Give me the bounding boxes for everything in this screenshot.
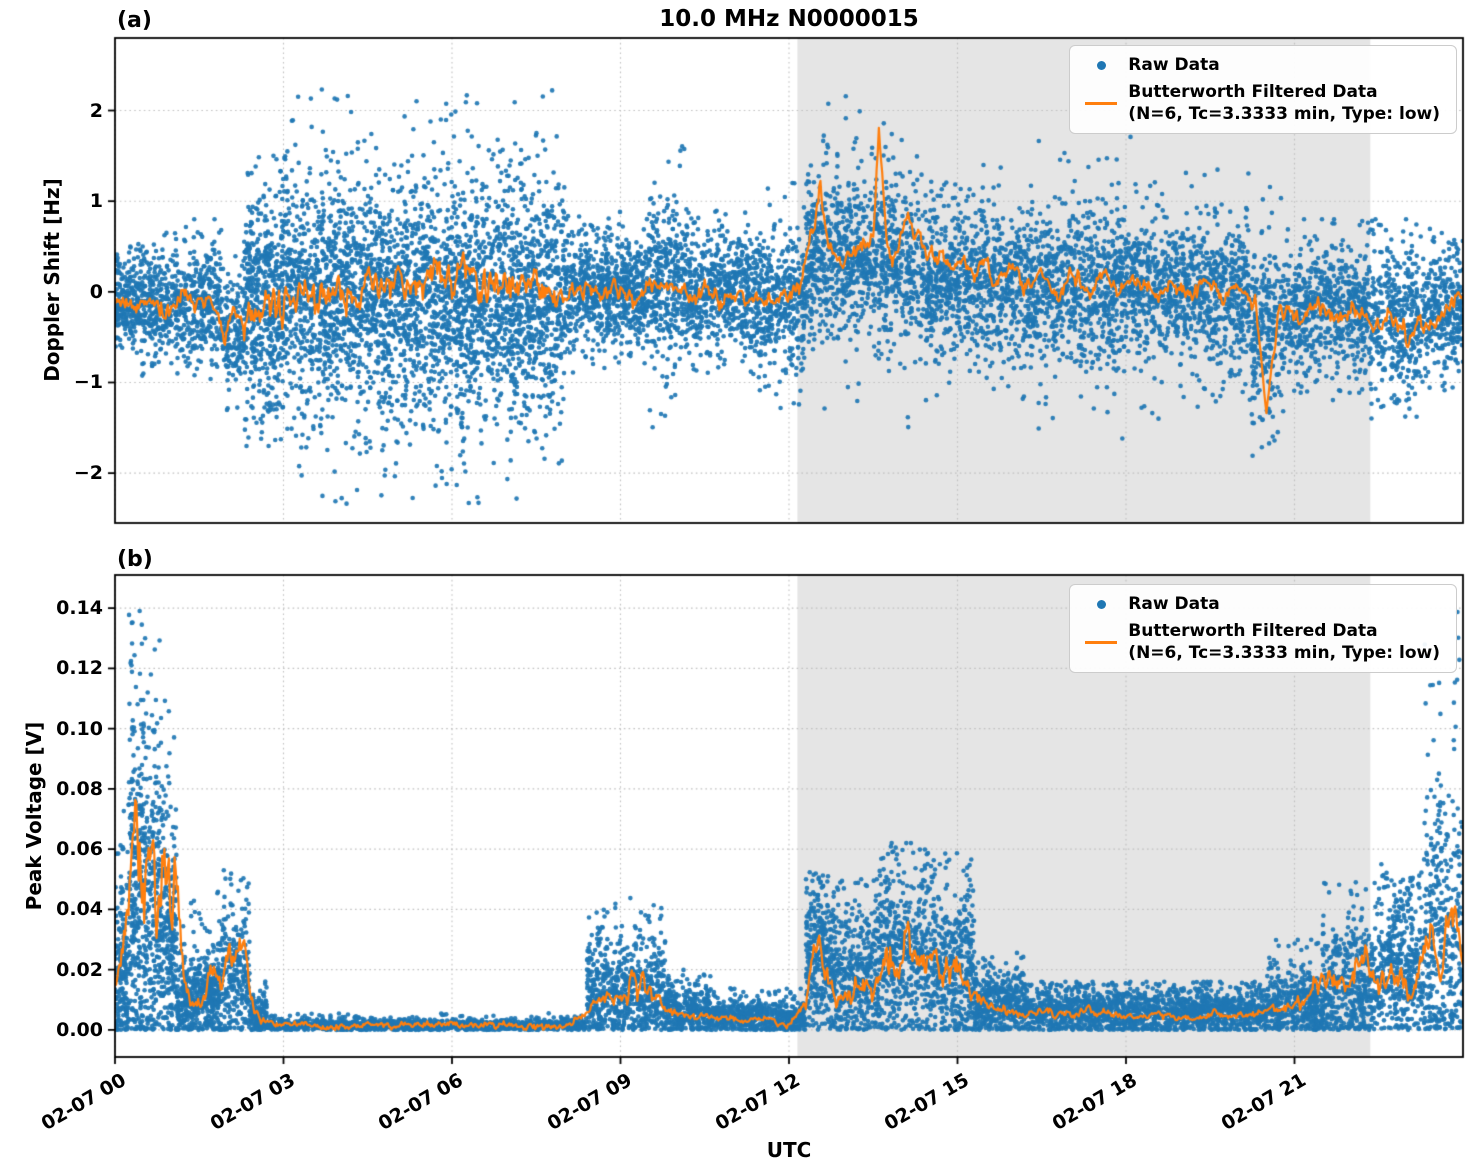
legend-raw-entry-b: Raw Data: [1080, 593, 1440, 615]
legend-filtered-label: Butterworth Filtered Data (N=6, Tc=3.333…: [1128, 82, 1440, 124]
legend-raw-label: Raw Data: [1128, 55, 1220, 75]
legend-filtered-label-b: Butterworth Filtered Data (N=6, Tc=3.333…: [1128, 621, 1440, 663]
y-tick-label: 0.10: [56, 717, 103, 740]
y-tick-label: −1: [73, 371, 103, 394]
y-tick-label: −2: [73, 462, 103, 485]
y-tick-label: 0.00: [56, 1018, 103, 1041]
legend-raw-entry: Raw Data: [1080, 54, 1440, 76]
y-tick-label: 1: [89, 190, 103, 213]
panel-b-label: (b): [117, 547, 153, 572]
legend-panel-a: Raw Data Butterworth Filtered Data (N=6,…: [1069, 45, 1457, 134]
y-tick-label: 2: [89, 99, 103, 122]
y-tick-label: 0.12: [56, 657, 103, 680]
filtered-line-icon: [1085, 640, 1118, 644]
legend-filtered-entry: Butterworth Filtered Data (N=6, Tc=3.333…: [1080, 81, 1440, 125]
y-tick-label: 0.08: [56, 777, 103, 800]
legend-raw-label-b: Raw Data: [1128, 594, 1220, 614]
panel-a-label: (a): [117, 8, 152, 33]
raw-data-marker-icon: [1096, 60, 1106, 70]
panel-b-ylabel: Peak Voltage [V]: [22, 721, 46, 911]
figure-title: 10.0 MHz N0000015: [659, 6, 919, 32]
y-tick-label: 0: [89, 280, 103, 303]
y-tick-label: 0.06: [56, 838, 103, 861]
y-tick-label: 0.14: [56, 597, 103, 620]
y-tick-label: 0.04: [56, 898, 103, 921]
filtered-line-icon: [1085, 101, 1118, 105]
raw-data-marker-icon: [1096, 599, 1106, 609]
x-axis-label: UTC: [766, 1138, 812, 1162]
legend-panel-b: Raw Data Butterworth Filtered Data (N=6,…: [1069, 584, 1457, 673]
legend-filtered-entry-b: Butterworth Filtered Data (N=6, Tc=3.333…: [1080, 620, 1440, 664]
y-tick-label: 0.02: [56, 958, 103, 981]
